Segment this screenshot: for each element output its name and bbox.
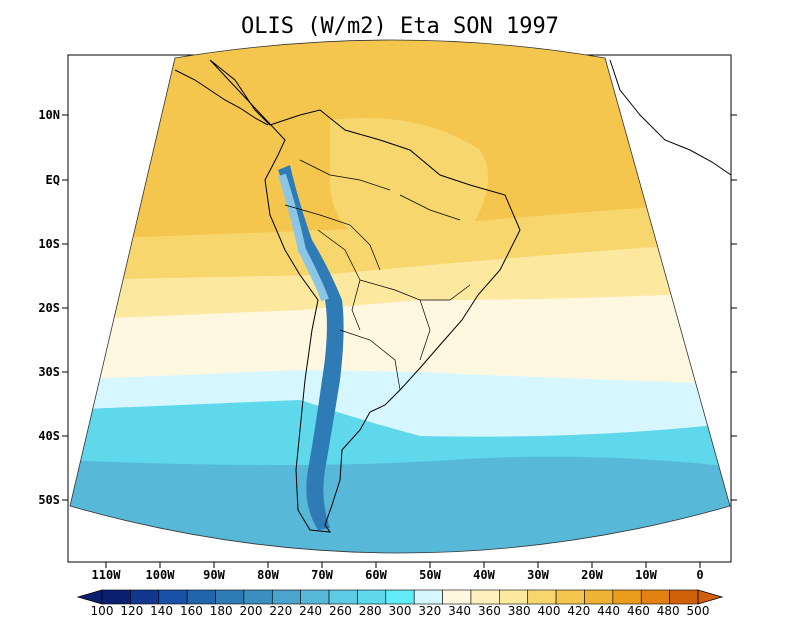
colorbar-swatch [215, 589, 245, 605]
colorbar-swatch [555, 589, 585, 605]
colorbar-label: 120 [120, 604, 144, 618]
colorbar-swatch [640, 589, 670, 605]
colorbar-swatch [130, 589, 160, 605]
colorbar-label: 500 [686, 604, 710, 618]
lon-label: 20W [581, 568, 603, 582]
country-borders [284, 159, 471, 391]
colorbar-label: 280 [358, 604, 382, 618]
lon-label: 110W [91, 568, 121, 582]
colorbar-swatch [470, 589, 500, 605]
colorbar-swatch [328, 589, 358, 605]
colorbar-swatch [186, 589, 216, 605]
colorbar-label: 400 [537, 604, 561, 618]
colorbar-swatch [442, 589, 472, 605]
lon-label: 70W [311, 568, 333, 582]
lat-label: 20S [38, 301, 60, 315]
lat-label: 10N [38, 108, 60, 122]
domain-outline [69, 39, 731, 554]
lon-label: 90W [203, 568, 225, 582]
colorbar-label: 440 [597, 604, 621, 618]
colorbar [76, 589, 724, 605]
lat-label: 30S [38, 365, 60, 379]
olis-field [70, 40, 730, 553]
colorbar-label: 460 [626, 604, 650, 618]
map-title: OLIS (W/m2) Eta SON 1997 [241, 14, 559, 39]
lon-ticks [105, 562, 701, 568]
colorbar-swatch [499, 589, 529, 605]
colorbar-swatch [669, 589, 699, 605]
colorbar-swatch [101, 589, 131, 605]
lon-label: 80W [257, 568, 279, 582]
colorbar-label: 360 [477, 604, 501, 618]
colorbar-arrow-low [76, 589, 103, 605]
colorbar-swatch [300, 589, 330, 605]
south-america-coastline [209, 59, 521, 533]
lon-label: 60W [365, 568, 387, 582]
colorbar-swatch [527, 589, 557, 605]
lat-ticks [62, 114, 737, 501]
colorbar-arrow-high [697, 589, 724, 605]
colorbar-label: 160 [179, 604, 203, 618]
lat-label: 50S [38, 493, 60, 507]
colorbar-label: 340 [448, 604, 472, 618]
colorbar-label: 200 [239, 604, 263, 618]
lon-label: 0 [696, 568, 704, 582]
colorbar-label: 220 [269, 604, 293, 618]
colorbar-label: 480 [656, 604, 680, 618]
lon-label: 10W [635, 568, 657, 582]
colorbar-swatch [612, 589, 642, 605]
colorbar-label: 180 [209, 604, 233, 618]
colorbar-label: 320 [418, 604, 442, 618]
colorbar-swatch [413, 589, 443, 605]
colorbar-swatch [243, 589, 273, 605]
lat-label: 40S [38, 429, 60, 443]
africa-coastline [609, 59, 732, 176]
colorbar-label: 420 [567, 604, 591, 618]
lon-label: 100W [145, 568, 175, 582]
lat-label: 10S [38, 237, 60, 251]
colorbar-swatch [385, 589, 415, 605]
colorbar-swatch [584, 589, 614, 605]
central-america-coastline [174, 69, 269, 126]
colorbar-label: 140 [150, 604, 174, 618]
lon-label: 50W [419, 568, 441, 582]
lon-label: 40W [473, 568, 495, 582]
colorbar-label: 100 [90, 604, 114, 618]
colorbar-label: 300 [388, 604, 412, 618]
colorbar-swatch [158, 589, 188, 605]
colorbar-label: 380 [507, 604, 531, 618]
colorbar-swatch [271, 589, 301, 605]
colorbar-swatch [357, 589, 387, 605]
lon-label: 30W [527, 568, 549, 582]
lat-label: EQ [45, 173, 60, 187]
colorbar-label: 240 [299, 604, 323, 618]
colorbar-label: 260 [328, 604, 352, 618]
